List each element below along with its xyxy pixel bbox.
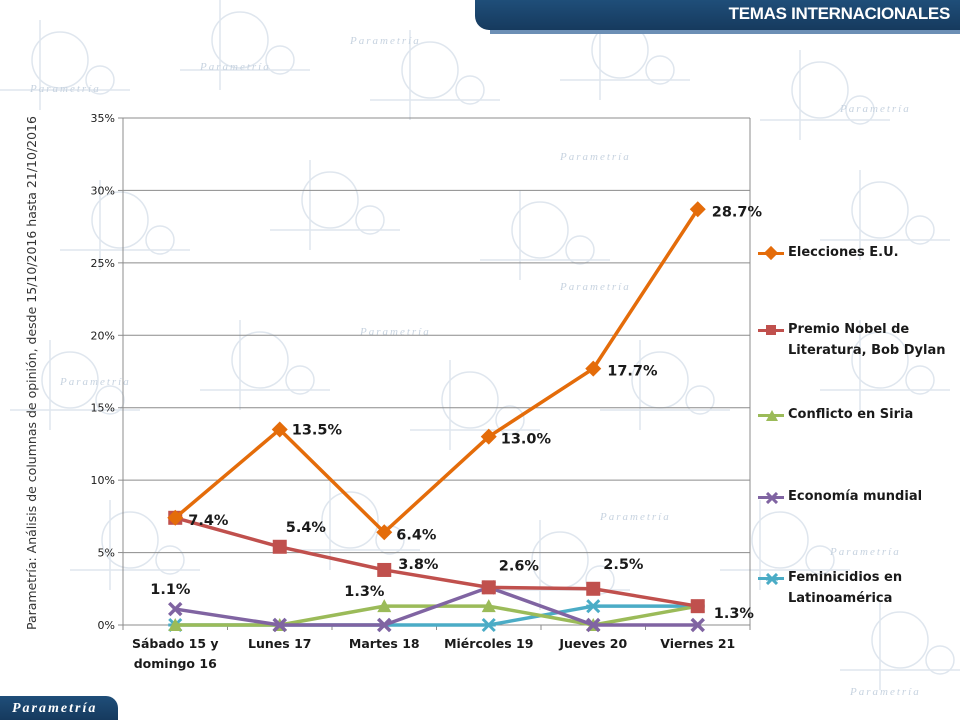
watermark-text: Parametría	[839, 103, 911, 115]
data-point	[377, 562, 392, 577]
data-label: 1.1%	[150, 582, 191, 598]
x-tick-label: domingo 16	[134, 656, 217, 671]
legend-label: Conflicto en Siria	[788, 407, 914, 422]
data-point	[272, 539, 287, 554]
data-point	[586, 581, 601, 596]
data-label: 1.3%	[344, 584, 385, 600]
page-title: TEMAS INTERNACIONALES	[728, 4, 951, 23]
data-point	[272, 617, 287, 633]
legend-label: Economía mundial	[788, 489, 923, 504]
data-label: 5.4%	[286, 520, 327, 536]
data-point	[481, 599, 496, 613]
data-label: 17.7%	[607, 364, 658, 380]
data-point	[377, 599, 392, 613]
data-label: 2.5%	[603, 557, 644, 573]
data-point	[586, 599, 601, 614]
series-line	[174, 585, 698, 627]
x-tick-label: Martes 18	[349, 636, 420, 651]
y-tick-label: 20%	[91, 329, 115, 342]
data-point	[480, 428, 497, 445]
legend-label: Premio Nobel de	[788, 322, 910, 337]
data-point	[376, 524, 393, 541]
data-label: 7.4%	[188, 513, 229, 529]
watermark-text: Parametría	[849, 686, 921, 698]
x-tick-label: Jueves 20	[558, 636, 627, 651]
data-point	[377, 617, 392, 633]
legend-label: Feminicidios en	[788, 570, 903, 585]
x-tick-label: Miércoles 19	[444, 636, 533, 651]
y-tick-label: 35%	[91, 112, 115, 125]
header-stripe	[490, 30, 960, 34]
legend-marker	[766, 325, 776, 335]
data-label: 1.3%	[714, 606, 755, 622]
watermark-text: Parametría	[559, 281, 631, 293]
data-label: 13.0%	[501, 432, 552, 448]
legend-label: Latinoamérica	[788, 591, 893, 606]
data-point	[585, 360, 602, 377]
data-label: 13.5%	[292, 422, 343, 438]
watermark-text: Parametría	[559, 151, 631, 163]
watermark-text: Parametría	[599, 511, 671, 523]
series-line	[174, 208, 700, 535]
watermark-text: Parametría	[29, 83, 101, 95]
watermark-text: Parametría	[829, 546, 901, 558]
legend-label: Elecciones E.U.	[788, 245, 899, 260]
data-label: 3.8%	[398, 557, 439, 573]
legend-label: Literatura, Bob Dylan	[788, 343, 946, 358]
watermark-text: Parametría	[349, 35, 421, 47]
y-tick-label: 5%	[98, 547, 115, 560]
data-label: 28.7%	[712, 204, 763, 220]
x-tick-label: Viernes 21	[660, 636, 735, 651]
data-point	[690, 599, 705, 614]
series-line	[174, 516, 699, 608]
legend-marker	[765, 491, 779, 505]
data-point	[586, 617, 601, 633]
data-label: 2.6%	[499, 558, 540, 574]
footer-bar	[0, 696, 118, 720]
data-point	[167, 509, 184, 526]
data-point	[168, 618, 183, 631]
y-tick-label: 15%	[91, 402, 115, 415]
x-tick-label: Lunes 17	[248, 636, 311, 651]
watermark-text: Parametría	[59, 376, 131, 388]
data-point	[689, 201, 706, 218]
legend-marker	[766, 410, 778, 421]
y-tick-label: 0%	[98, 619, 115, 632]
x-tick-label: Sábado 15 y	[132, 636, 219, 651]
watermark-text: Parametría	[199, 61, 271, 73]
data-point	[168, 601, 183, 617]
y-tick-label: 10%	[91, 474, 115, 487]
data-point	[271, 421, 288, 438]
y-tick-label: 25%	[91, 257, 115, 270]
y-tick-label: 30%	[91, 184, 115, 197]
header-bar	[475, 0, 960, 30]
chart-legend: Elecciones E.U. Premio Nobel de Literatura…	[758, 0, 958, 720]
footer-brand: Parametría	[12, 701, 98, 716]
data-label: 6.4%	[396, 527, 437, 543]
data-point	[481, 617, 496, 633]
legend-marker	[763, 245, 779, 261]
legend-marker	[765, 572, 779, 586]
data-point	[690, 617, 705, 633]
data-point	[481, 580, 496, 595]
